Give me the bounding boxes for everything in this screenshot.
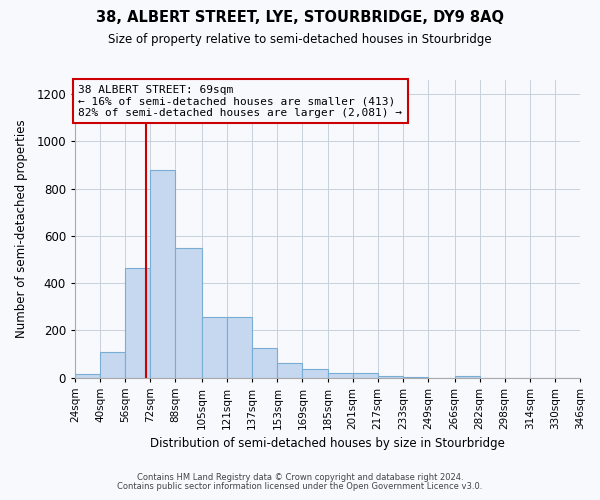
Bar (125, 268, 151, 378)
Bar (175, 248, 202, 378)
Bar (227, 316, 252, 378)
Bar (353, 373, 378, 378)
Bar (378, 376, 403, 378)
Bar (100, 352, 125, 378)
Bar (277, 362, 302, 378)
Text: Contains HM Land Registry data © Crown copyright and database right 2024.: Contains HM Land Registry data © Crown c… (137, 474, 463, 482)
Bar (302, 369, 328, 378)
Text: Contains public sector information licensed under the Open Government Licence v3: Contains public sector information licen… (118, 482, 482, 491)
X-axis label: Distribution of semi-detached houses by size in Stourbridge: Distribution of semi-detached houses by … (150, 437, 505, 450)
Bar (75, 374, 100, 378)
Bar (252, 348, 277, 378)
Bar (455, 376, 479, 378)
Bar (580, 376, 600, 378)
Text: Size of property relative to semi-detached houses in Stourbridge: Size of property relative to semi-detach… (108, 32, 492, 46)
Text: 38, ALBERT STREET, LYE, STOURBRIDGE, DY9 8AQ: 38, ALBERT STREET, LYE, STOURBRIDGE, DY9… (96, 10, 504, 25)
Bar (328, 373, 353, 378)
Y-axis label: Number of semi-detached properties: Number of semi-detached properties (15, 120, 28, 338)
Bar (202, 316, 227, 378)
Bar (151, 170, 175, 378)
Text: 38 ALBERT STREET: 69sqm
← 16% of semi-detached houses are smaller (413)
82% of s: 38 ALBERT STREET: 69sqm ← 16% of semi-de… (78, 84, 402, 118)
